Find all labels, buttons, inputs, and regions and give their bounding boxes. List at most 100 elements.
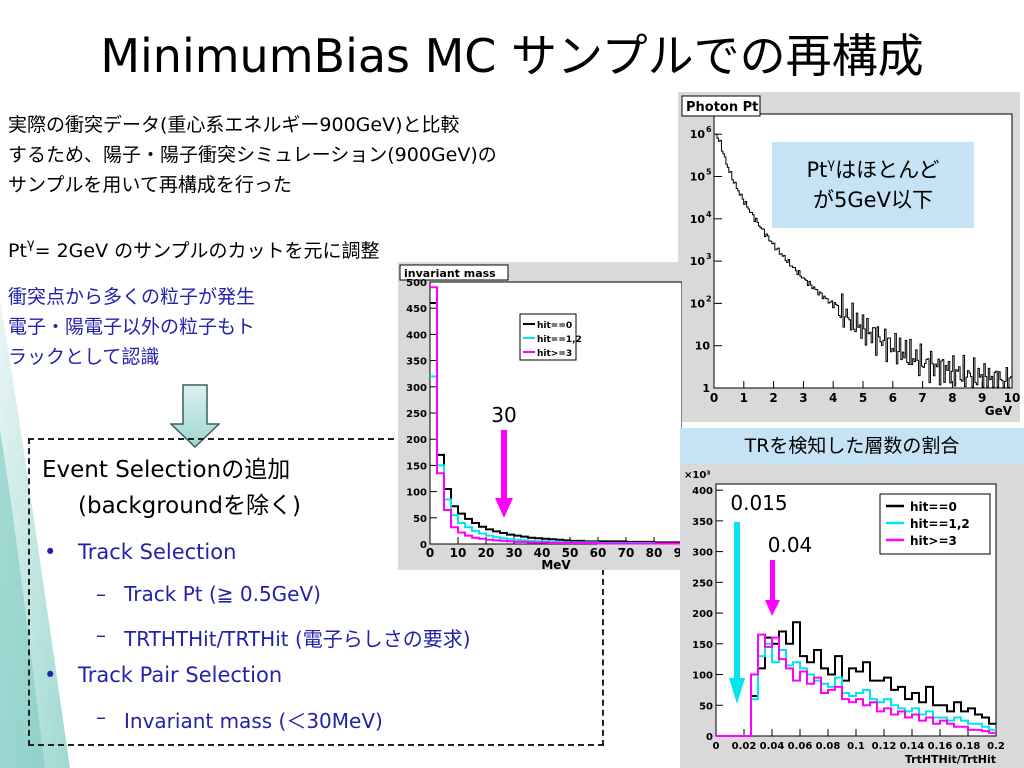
pt-cut-prefix: Pt bbox=[8, 240, 27, 262]
list-item-label: Invariant mass (＜30MeV) bbox=[124, 709, 383, 733]
list-item: – Invariant mass (＜30MeV) bbox=[96, 705, 383, 733]
x-tick-label: 0.08 bbox=[816, 741, 841, 752]
intro-text: 実際の衝突データ(重心系エネルギー900GeV)と比較 するため、陽子・陽子衝突… bbox=[8, 110, 497, 200]
chart-title: Photon Pt bbox=[686, 100, 758, 115]
y-tick-exponent: 3 bbox=[706, 252, 712, 261]
x-tick-label: 1 bbox=[740, 391, 748, 405]
x-tick-label: 0.06 bbox=[788, 741, 813, 752]
legend-label: hit==1,2 bbox=[910, 517, 970, 531]
x-tick-label: 0.04 bbox=[760, 741, 785, 752]
down-arrow-icon bbox=[170, 384, 220, 448]
y-tick-label: 50 bbox=[413, 514, 427, 525]
x-tick-label: 90 bbox=[674, 546, 682, 560]
chart-title-box bbox=[399, 264, 509, 281]
annotation-arrow-head bbox=[495, 498, 513, 518]
photon-note-line-2: が5GeV以下 bbox=[813, 188, 933, 212]
chart-title: invariant mass bbox=[404, 267, 496, 280]
trt-ratio-chart: ×10³ 0 0.02 0.04 0.06 0.08 0.1 0.12 0.14 0.16 0.18… bbox=[680, 464, 1024, 768]
annotation-label: 30 bbox=[491, 403, 516, 427]
x-tick-label: 0.02 bbox=[732, 741, 757, 752]
dash-icon: – bbox=[96, 582, 106, 606]
invariant-mass-chart: invariant mass 0 10 20 30 40 50 60 70 80 90 0 50 100 1… bbox=[398, 262, 682, 570]
y-tick-exponent: 4 bbox=[706, 210, 712, 219]
annotation-label: 0.015 bbox=[730, 491, 787, 515]
y-tick-label: 250 bbox=[406, 409, 427, 420]
x-tick-label: 8 bbox=[948, 391, 956, 405]
x-tick-label: 50 bbox=[562, 546, 579, 560]
y-tick-label: 200 bbox=[406, 435, 427, 446]
legend-label: hit>=3 bbox=[537, 349, 572, 359]
x-tick-label: 0.18 bbox=[956, 741, 981, 752]
y-tick-label: 300 bbox=[406, 383, 427, 394]
photon-note-gamma: γ bbox=[827, 157, 836, 172]
x-tick-label: 0.16 bbox=[928, 741, 953, 752]
annotation-arrow-shaft bbox=[501, 430, 507, 500]
annotation-arrow-head bbox=[729, 678, 745, 704]
series-line-hit==0 bbox=[430, 301, 682, 544]
y-tick-label: 10 bbox=[690, 255, 706, 268]
bullet-icon: • bbox=[44, 540, 57, 564]
x-tick-label: 6 bbox=[889, 391, 897, 405]
x-tick-label: 0 bbox=[713, 741, 720, 752]
pt-cut-rest: = 2GeV のサンプルのカットを元に調整 bbox=[34, 240, 380, 262]
intro-line-2: するため、陽子・陽子衝突シミュレーション(900GeV)の bbox=[8, 144, 497, 166]
particle-note-line-3: ラックとして認識 bbox=[8, 346, 160, 368]
photon-pt-series bbox=[715, 133, 1012, 388]
x-tick-label: 0 bbox=[710, 391, 718, 405]
annotation-arrow-shaft bbox=[734, 522, 740, 682]
particle-note-line-1: 衝突点から多くの粒子が発生 bbox=[8, 286, 256, 308]
list-item-label: Track Pt (≧ 0.5GeV) bbox=[124, 582, 321, 606]
y-multiplier: ×10³ bbox=[684, 470, 711, 481]
series-line-hit==0 bbox=[716, 621, 996, 737]
y-tick-label: 0 bbox=[706, 732, 713, 743]
y-tick-label: 500 bbox=[406, 278, 427, 289]
list-item: – TRTHTHit/TRTHit (電子らしさの要求) bbox=[96, 623, 471, 651]
photon-pt-note: Ptγはほとんど が5GeV以下 bbox=[772, 142, 974, 228]
selection-heading: Event Selectionの追加 bbox=[42, 457, 291, 483]
y-tick-exponent: 6 bbox=[706, 125, 712, 134]
y-tick-label: 10 bbox=[690, 128, 706, 141]
x-tick-label: 5 bbox=[859, 391, 867, 405]
particle-note-line-2: 電子・陽電子以外の粒子もト bbox=[8, 316, 256, 338]
x-tick-label: 70 bbox=[618, 546, 635, 560]
dash-icon: – bbox=[96, 623, 106, 647]
selection-subheading: (backgroundを除く) bbox=[78, 493, 301, 519]
annotation-arrow-head bbox=[765, 600, 780, 616]
x-tick-label: 2 bbox=[769, 391, 777, 405]
invariant-mass-plot: invariant mass 0 10 20 30 40 50 60 70 80 90 0 50 100 1… bbox=[398, 262, 682, 570]
y-tick-label: 450 bbox=[406, 304, 427, 315]
event-selection-box bbox=[28, 438, 604, 746]
pt-cut-gamma: γ bbox=[26, 237, 35, 252]
legend-label: hit==0 bbox=[537, 321, 572, 331]
slide-title: MinimumBias MC サンプルでの再構成 bbox=[100, 29, 924, 83]
x-tick-label: 20 bbox=[478, 546, 495, 560]
x-axis-label: TrtHTHit/TrtHit bbox=[905, 753, 996, 766]
trt-header: TRを検知した層数の割合 bbox=[680, 428, 1024, 464]
y-tick-label: 10 bbox=[690, 297, 706, 310]
x-tick-label: 0.12 bbox=[872, 741, 897, 752]
x-tick-label: 7 bbox=[918, 391, 926, 405]
y-tick-label: 250 bbox=[692, 578, 713, 589]
y-tick-label: 350 bbox=[406, 357, 427, 368]
x-tick-label: 9 bbox=[978, 391, 986, 405]
x-tick-label: 40 bbox=[534, 546, 551, 560]
intro-line-1: 実際の衝突データ(重心系エネルギー900GeV)と比較 bbox=[8, 114, 460, 136]
y-tick-label: 150 bbox=[406, 461, 427, 472]
legend-label: hit==0 bbox=[910, 500, 957, 514]
legend-label: hit==1,2 bbox=[537, 335, 582, 345]
x-tick-label: 30 bbox=[506, 546, 523, 560]
list-item-label: Track Selection bbox=[78, 540, 237, 564]
x-tick-label: 4 bbox=[829, 391, 837, 405]
particle-note: 衝突点から多くの粒子が発生 電子・陽電子以外の粒子もト ラックとして認識 bbox=[8, 282, 255, 372]
series-line-hit>=3 bbox=[716, 633, 996, 737]
y-tick-exponent: 5 bbox=[706, 167, 712, 176]
y-tick-label: 200 bbox=[692, 609, 713, 620]
list-item: – Track Pt (≧ 0.5GeV) bbox=[96, 582, 321, 606]
x-tick-label: 0.14 bbox=[900, 741, 925, 752]
y-tick-label: 10 bbox=[690, 213, 706, 226]
y-tick-label: 300 bbox=[692, 548, 713, 559]
list-item-label: TRTHTHit/TRTHit (電子らしさの要求) bbox=[124, 627, 471, 651]
y-tick-label: 10 bbox=[690, 170, 706, 183]
x-tick-label: 60 bbox=[590, 546, 607, 560]
